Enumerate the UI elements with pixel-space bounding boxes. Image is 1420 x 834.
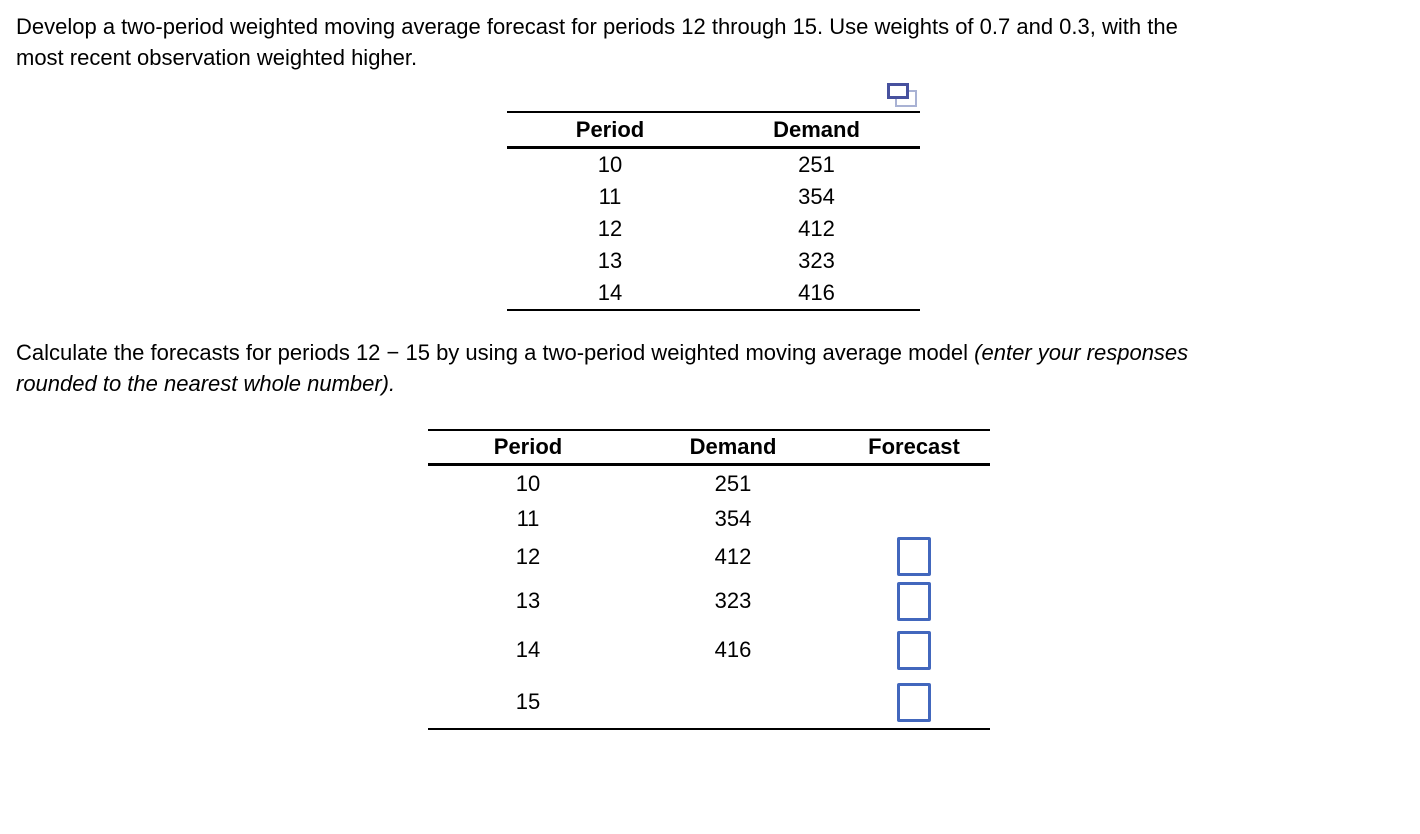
period-column-header: Period [507, 112, 713, 149]
period-cell: 13 [515, 588, 541, 613]
demand-cell: 251 [798, 152, 835, 177]
demand-cell: 323 [798, 248, 835, 273]
demand-cell: 251 [714, 471, 752, 496]
table-row: 10 251 [507, 148, 920, 182]
table-header-row: Period Demand [507, 112, 920, 149]
period-cell: 12 [515, 543, 541, 569]
table-row: 14 416 [428, 624, 990, 676]
period-cell: 10 [597, 152, 623, 177]
table-row: 15 [428, 676, 990, 729]
table-row: 11 354 [428, 502, 990, 535]
period-column-header: Period [428, 430, 628, 466]
copy-icon-front-rect [887, 83, 909, 99]
forecast-cell-empty [838, 465, 990, 503]
demand-cell: 412 [798, 216, 835, 241]
demand-cell: 412 [714, 543, 752, 569]
instruction-normal-text: Calculate the forecasts for periods 12 −… [16, 340, 975, 365]
demand-data-table: Period Demand 10 251 11 354 12 412 13 32… [507, 111, 920, 311]
forecast-answer-table: Period Demand Forecast 10 251 11 354 12 … [428, 429, 990, 730]
demand-cell: 416 [798, 280, 835, 305]
table-header-row: Period Demand Forecast [428, 430, 990, 466]
forecast-cell [838, 535, 990, 578]
question-line-2: most recent observation weighted higher. [16, 45, 418, 70]
period-cell: 11 [598, 184, 622, 209]
period-cell: 10 [515, 471, 541, 496]
instruction-line-1: Calculate the forecasts for periods 12 −… [16, 337, 1410, 368]
demand-cell [628, 676, 838, 729]
table-row: 11 354 [507, 181, 920, 213]
period-cell: 14 [597, 280, 623, 305]
demand-cell: 323 [714, 588, 752, 613]
table-row: 12 412 [428, 535, 990, 578]
forecast-cell [838, 676, 990, 729]
forecast-input-period-15[interactable] [897, 682, 931, 722]
period-cell: 14 [515, 637, 541, 662]
demand-cell: 354 [798, 184, 835, 209]
question-text: Develop a two-period weighted moving ave… [16, 11, 1410, 73]
table-row: 12 412 [507, 213, 920, 245]
demand-column-header: Demand [713, 112, 920, 149]
forecast-cell [838, 624, 990, 676]
demand-column-header: Demand [628, 430, 838, 466]
copy-table-icon[interactable] [887, 83, 918, 108]
forecast-column-header: Forecast [838, 430, 990, 466]
question-line-1: Develop a two-period weighted moving ave… [16, 14, 1178, 39]
period-cell: 13 [597, 248, 623, 273]
period-cell: 11 [516, 505, 540, 531]
forecast-input-period-12[interactable] [897, 537, 931, 576]
table-row: 10 251 [428, 465, 990, 503]
instruction-italic-text: (enter your responses [974, 340, 1189, 365]
table-row: 13 323 [428, 578, 990, 624]
period-cell: 12 [597, 216, 623, 241]
demand-cell: 354 [714, 505, 752, 531]
demand-cell: 416 [714, 637, 752, 662]
instruction-text: Calculate the forecasts for periods 12 −… [16, 337, 1410, 399]
forecast-cell-empty [838, 502, 990, 535]
table-row: 14 416 [507, 277, 920, 310]
forecast-input-period-13[interactable] [897, 581, 931, 621]
forecast-cell [838, 578, 990, 624]
forecast-input-period-14[interactable] [897, 630, 931, 670]
period-cell: 15 [515, 689, 541, 714]
table-row: 13 323 [507, 245, 920, 277]
instruction-line-2: rounded to the nearest whole number). [16, 371, 396, 396]
